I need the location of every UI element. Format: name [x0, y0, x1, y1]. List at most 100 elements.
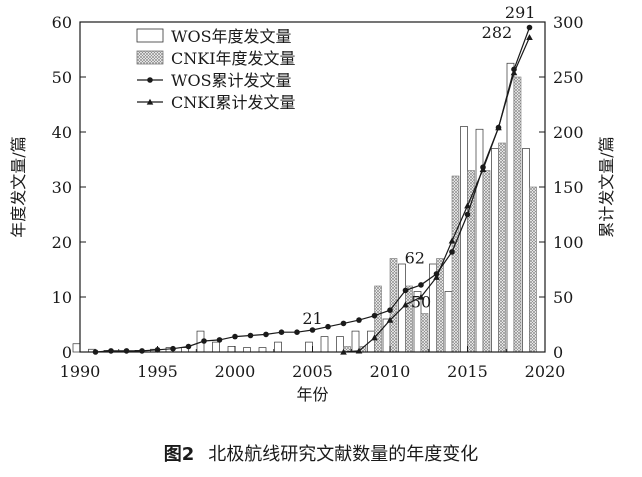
cnki-cumulative-point [371, 334, 378, 341]
axes-layer [79, 21, 546, 353]
y-left-tick-label: 20 [52, 233, 72, 252]
y-left-tick-label: 60 [52, 13, 72, 32]
cnki-cumulative-point [448, 237, 456, 244]
y-left-axis-title: 年度发文量/篇 [9, 136, 28, 237]
wos-annual-bar [243, 347, 251, 353]
data-annotation: 282 [482, 23, 513, 42]
cnki-cumulative-point [526, 34, 533, 41]
legend: WOS年度发文量 CNKI年度发文量 WOS累计发文量 CNKI累计发文量 [136, 27, 296, 112]
wos-cumulative-point [526, 24, 533, 31]
x-tick-label: 2020 [525, 362, 566, 381]
y-right-tick-label: 250 [553, 68, 584, 87]
wos-cumulative-point [340, 320, 347, 327]
lines-layer [92, 24, 533, 355]
cnki-cumulative-point [464, 202, 471, 209]
y-right-tick-label: 50 [553, 288, 573, 307]
wos-cumulative-point [123, 348, 130, 354]
wos-annual-bar [522, 148, 530, 353]
y-left-tick-label: 30 [52, 178, 72, 197]
legend-swatch-cnki-annual [136, 50, 164, 65]
wos-annual-bar [444, 291, 453, 353]
y-right-tick-label: 100 [553, 233, 584, 252]
cnki-cumulative-point [417, 293, 425, 300]
cnki-cumulative-point [495, 124, 502, 131]
wos-cumulative-point [449, 249, 455, 255]
figure-number: 图2 [163, 444, 195, 465]
legend-label-wos-annual: WOS年度发文量 [171, 27, 292, 46]
wos-annual-bar [274, 341, 282, 353]
y-left-tick-label: 40 [52, 123, 72, 142]
wos-annual-bar [72, 343, 81, 353]
wos-cumulative-point [294, 329, 300, 336]
y-right-tick-label: 150 [553, 178, 584, 197]
data-annotation: 50 [411, 292, 431, 311]
wos-cumulative-point [185, 343, 192, 350]
legend-label-cnki-cumulative: CNKI累计发文量 [171, 93, 296, 112]
y-left-tick-label: 50 [52, 68, 72, 87]
wos-annual-bar [460, 126, 468, 353]
wos-cumulative-point [278, 329, 285, 336]
wos-cumulative-point [170, 345, 176, 352]
cnki-annual-bar [482, 170, 491, 353]
x-tick-label: 1990 [60, 362, 101, 381]
y-left-tick-label: 10 [52, 288, 72, 307]
cnki-annual-bar [529, 186, 537, 353]
cnki-annual-bar [420, 313, 429, 353]
x-tick-label: 2005 [292, 362, 333, 381]
cnki-annual-bar [513, 76, 522, 353]
legend-marker-triangle [146, 98, 154, 105]
data-annotation: 291 [505, 3, 536, 22]
wos-annual-bar [367, 330, 375, 353]
wos-annual-bar [506, 62, 515, 353]
cnki-annual-bar [374, 285, 382, 353]
wos-annual-bar [320, 336, 329, 353]
x-tick-label: 2010 [370, 362, 411, 381]
y-right-tick-label: 0 [553, 343, 563, 362]
wos-annual-bar [258, 347, 267, 353]
wos-annual-bar [336, 336, 344, 353]
wos-cumulative-point [387, 307, 393, 314]
wos-cumulative-point [402, 287, 409, 294]
y-left-tick-label: 0 [62, 343, 72, 362]
wos-cumulative-point [325, 323, 331, 330]
wos-annual-bar [491, 148, 499, 353]
y-right-tick-label: 300 [553, 13, 584, 32]
wos-cumulative-point [247, 332, 254, 339]
wos-annual-bar [305, 341, 313, 353]
wos-cumulative-point [216, 337, 223, 343]
cnki-cumulative-point [433, 273, 440, 280]
legend-label-wos-cumulative: WOS累计发文量 [171, 71, 292, 90]
x-axis-title: 年份 [296, 385, 328, 404]
wos-annual-bar [351, 330, 360, 353]
wos-cumulative-point [356, 317, 362, 323]
wos-cumulative-point [309, 327, 316, 333]
y-right-tick-label: 200 [553, 123, 584, 142]
cnki-annual-bar [451, 175, 460, 353]
cnki-cumulative-point [479, 166, 487, 173]
figure-caption: 图2 北极航线研究文献数量的年度变化 [0, 440, 642, 466]
wos-cumulative-point [139, 348, 145, 354]
x-tick-label: 2015 [447, 362, 488, 381]
legend-marker-circle [147, 77, 153, 83]
wos-cumulative-point [371, 312, 378, 319]
wos-cumulative-point [201, 338, 207, 344]
wos-annual-bar [475, 128, 484, 353]
y-right-axis-title: 累计发文量/篇 [597, 136, 616, 237]
data-annotation: 21 [302, 309, 322, 328]
wos-cumulative-point [108, 348, 114, 354]
wos-annual-bar [227, 346, 236, 353]
chart: 1990 1995 2000 2005 2010 2015 2020010203040506… [9, 3, 616, 404]
cnki-cumulative-point [386, 316, 394, 323]
x-tick-label: 1995 [137, 362, 178, 381]
wos-cumulative-point [418, 282, 424, 288]
cnki-cumulative-point [402, 301, 409, 308]
x-tick-label: 2000 [215, 362, 256, 381]
cnki-cumulative-point [510, 69, 518, 76]
legend-label-cnki-annual: CNKI年度发文量 [171, 49, 296, 68]
wos-cumulative-point [232, 333, 238, 340]
data-annotation: 62 [405, 248, 425, 267]
wos-cumulative-point [464, 211, 471, 218]
wos-cumulative-point [263, 331, 269, 338]
legend-swatch-wos-annual [136, 28, 164, 43]
figure-caption-text: 北极航线研究文献数量的年度变化 [208, 444, 479, 465]
